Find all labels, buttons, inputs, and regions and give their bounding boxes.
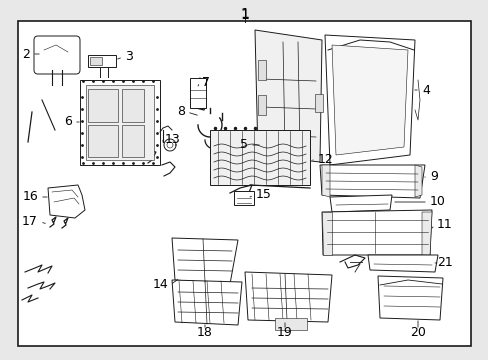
Polygon shape — [377, 276, 442, 320]
Polygon shape — [172, 280, 242, 325]
Bar — [90, 57, 102, 65]
Polygon shape — [321, 210, 431, 255]
Bar — [88, 125, 118, 157]
Bar — [209, 130, 309, 185]
Text: 5: 5 — [240, 139, 247, 152]
Text: 9: 9 — [429, 171, 437, 184]
Text: 12: 12 — [317, 153, 333, 166]
Polygon shape — [321, 212, 331, 255]
Text: 2: 2 — [22, 48, 30, 60]
Bar — [86, 85, 154, 160]
Polygon shape — [421, 212, 431, 255]
Text: 19: 19 — [277, 325, 292, 338]
Text: 6: 6 — [64, 116, 72, 129]
Bar — [258, 95, 265, 115]
Bar — [314, 94, 323, 112]
Text: 14: 14 — [152, 279, 168, 292]
Polygon shape — [254, 30, 321, 162]
Bar — [88, 55, 116, 67]
Polygon shape — [367, 255, 437, 272]
Bar — [234, 191, 253, 205]
Polygon shape — [414, 165, 421, 197]
Polygon shape — [172, 238, 238, 284]
Bar — [122, 89, 143, 122]
Polygon shape — [244, 272, 331, 322]
Text: 8: 8 — [177, 105, 184, 118]
Bar — [122, 125, 143, 157]
Text: 11: 11 — [436, 219, 452, 231]
Polygon shape — [325, 35, 414, 165]
Polygon shape — [48, 185, 85, 218]
Text: 13: 13 — [164, 134, 181, 147]
Text: 3: 3 — [125, 50, 133, 63]
Bar — [274, 318, 306, 330]
Polygon shape — [331, 45, 407, 155]
Bar — [88, 89, 118, 122]
Polygon shape — [319, 165, 424, 198]
Polygon shape — [321, 165, 329, 197]
Text: 7: 7 — [202, 76, 209, 89]
Text: 10: 10 — [429, 195, 445, 208]
Polygon shape — [220, 142, 231, 158]
Text: 21: 21 — [436, 256, 452, 270]
Polygon shape — [329, 195, 391, 212]
Text: 1: 1 — [240, 8, 249, 22]
Text: 4: 4 — [421, 84, 429, 96]
Text: 17: 17 — [22, 216, 38, 229]
Text: 20: 20 — [409, 325, 425, 338]
Text: 16: 16 — [22, 190, 38, 203]
Text: 1: 1 — [240, 7, 249, 21]
Bar — [190, 78, 205, 108]
Bar — [80, 80, 160, 165]
Text: 18: 18 — [197, 325, 212, 338]
FancyBboxPatch shape — [34, 36, 80, 74]
Text: 15: 15 — [256, 189, 271, 202]
Bar — [258, 60, 265, 80]
